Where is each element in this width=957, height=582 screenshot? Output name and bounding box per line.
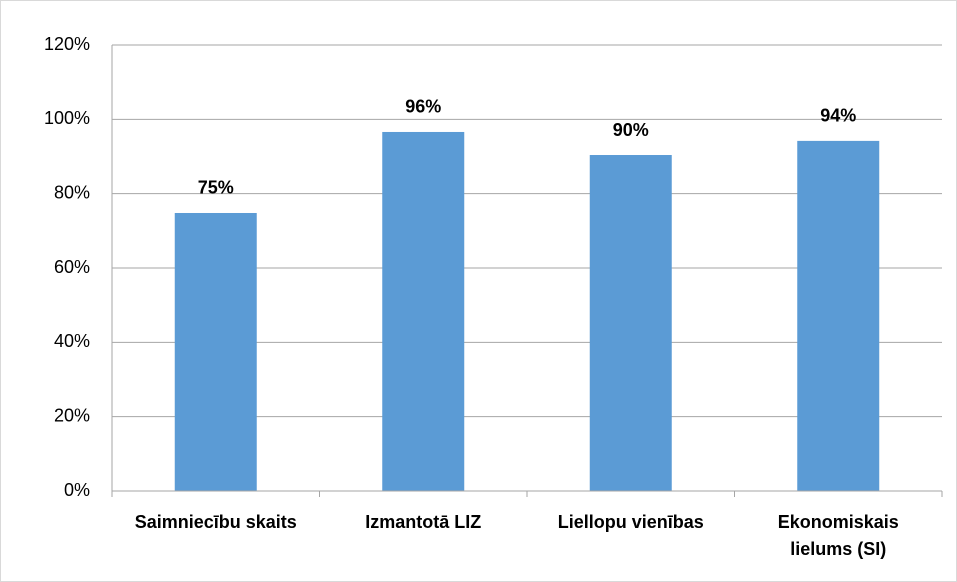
x-tick-label: Ekonomiskais lielums (SI): [778, 512, 899, 559]
bar: [174, 212, 257, 491]
value-label: 94%: [820, 106, 856, 126]
y-tick-label: 100%: [44, 108, 90, 128]
y-tick-label: 0%: [64, 480, 90, 500]
value-label: 75%: [198, 178, 234, 198]
x-tick-label: Liellopu vienības: [558, 512, 704, 532]
value-label: 96%: [405, 97, 441, 117]
y-tick-label: 80%: [54, 182, 90, 202]
value-label: 90%: [613, 120, 649, 140]
bar: [382, 131, 465, 491]
y-tick-label: 20%: [54, 405, 90, 425]
x-tick-label: Izmantotā LIZ: [365, 512, 481, 532]
y-tick-label: 60%: [54, 257, 90, 277]
y-tick-label: 120%: [44, 34, 90, 54]
bar: [589, 155, 672, 491]
y-tick-label: 40%: [54, 331, 90, 351]
bar: [797, 140, 880, 491]
x-tick-label: Saimniecību skaits: [135, 512, 297, 532]
